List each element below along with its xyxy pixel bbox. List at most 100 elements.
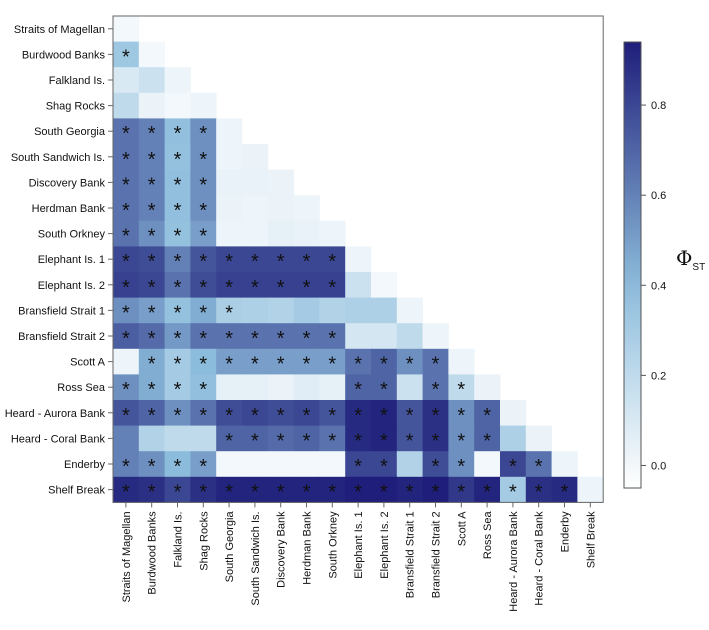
x-tick-label: Ross Sea (482, 511, 494, 560)
heatmap-cell (164, 425, 191, 452)
heatmap-cell (190, 374, 217, 401)
heatmap-cell (293, 323, 320, 350)
heatmap-cell (190, 323, 217, 350)
heatmap-cell (164, 323, 191, 350)
significance-star: * (432, 482, 440, 504)
significance-star: * (199, 482, 207, 504)
heatmap-cell (345, 246, 372, 273)
significance-star: * (199, 174, 207, 196)
significance-star: * (225, 430, 233, 452)
heatmap-cell (138, 144, 165, 170)
significance-star: * (122, 328, 130, 350)
heatmap-cell (216, 169, 243, 196)
significance-star: * (174, 405, 182, 427)
heatmap-cell (551, 451, 578, 478)
significance-star: * (199, 405, 207, 427)
significance-star: * (148, 251, 156, 273)
heatmap-cell (267, 195, 294, 222)
heatmap-cell (138, 323, 165, 350)
heatmap-cell (267, 348, 294, 375)
y-tick-label: Heard - Coral Bank (11, 433, 106, 445)
heatmap-cell (345, 297, 372, 324)
heatmap-cell (448, 400, 475, 426)
significance-star: * (148, 456, 156, 478)
heatmap-cell (319, 297, 346, 324)
significance-star: * (303, 354, 311, 376)
significance-star: * (561, 482, 569, 504)
x-tick-label: Scott A (456, 511, 468, 547)
significance-star: * (328, 354, 336, 376)
y-tick-label: Discovery Bank (29, 177, 106, 189)
heatmap-cell (371, 425, 398, 452)
heatmap-cell (190, 451, 217, 478)
heatmap-cell (319, 374, 346, 401)
significance-star: * (199, 200, 207, 222)
heatmap-cell (138, 272, 165, 298)
y-tick-label: South Sandwich Is. (11, 152, 105, 164)
y-tick-label: South Georgia (34, 126, 106, 138)
heatmap-cell (293, 476, 320, 503)
significance-star: * (174, 123, 182, 145)
significance-star: * (277, 405, 285, 427)
heatmap-cell (242, 246, 269, 273)
significance-star: * (380, 482, 388, 504)
heatmap-cell (371, 272, 398, 298)
heatmap-cell (345, 476, 372, 503)
heatmap-cell (164, 220, 191, 247)
significance-star: * (303, 405, 311, 427)
significance-star: * (251, 405, 259, 427)
significance-star: * (148, 405, 156, 427)
heatmap-cell (267, 476, 294, 503)
heatmap-cell (164, 144, 191, 170)
heatmap-cell (319, 246, 346, 273)
heatmap-cell (396, 297, 423, 324)
heatmap-cell (371, 374, 398, 401)
y-tick-label: Ross Sea (57, 382, 106, 394)
heatmap-cell (138, 118, 165, 145)
significance-star: * (122, 302, 130, 324)
heatmap-cell (396, 323, 423, 350)
significance-star: * (483, 482, 491, 504)
colorbar-tick-label: 0.0 (651, 460, 666, 472)
heatmap-cell (190, 425, 217, 452)
heatmap-cell (422, 400, 449, 426)
heatmap-cell (267, 297, 294, 324)
significance-star: * (277, 430, 285, 452)
heatmap-cell (267, 169, 294, 196)
x-tick-label: Elephant Is. 2 (379, 511, 391, 578)
significance-star: * (406, 482, 414, 504)
heatmap-cell (242, 476, 269, 503)
significance-star: * (303, 251, 311, 273)
heatmap-cell (113, 374, 140, 401)
significance-star: * (354, 482, 362, 504)
heatmap-cell (396, 476, 423, 503)
heatmap-cell (113, 348, 140, 375)
y-tick-label: Scott A (70, 357, 106, 369)
significance-star: * (148, 354, 156, 376)
heatmap-cell (216, 323, 243, 350)
heatmap-cell (242, 195, 269, 222)
heatmap-cell (190, 92, 217, 119)
significance-star: * (148, 149, 156, 171)
heatmap-cell (164, 348, 191, 375)
heatmap-cell (138, 67, 165, 94)
heatmap-cell (164, 118, 191, 145)
significance-star: * (303, 328, 311, 350)
heatmap-cell (422, 374, 449, 401)
y-tick-label: Herdman Bank (32, 203, 106, 215)
significance-star: * (509, 456, 517, 478)
heatmap-cell (525, 476, 552, 503)
heatmap-cell (113, 144, 140, 170)
heatmap-cell (242, 169, 269, 196)
significance-star: * (277, 277, 285, 299)
significance-star: * (148, 200, 156, 222)
significance-star: * (199, 302, 207, 324)
heatmap-cell (242, 272, 269, 298)
heatmap-cell (448, 348, 475, 375)
heatmap-cell (113, 67, 140, 94)
x-tick-label: Bransfield Strait 2 (431, 511, 443, 598)
heatmap-cell (190, 220, 217, 247)
significance-star: * (122, 456, 130, 478)
heatmap-cell (422, 348, 449, 375)
heatmap-cell (113, 323, 140, 350)
